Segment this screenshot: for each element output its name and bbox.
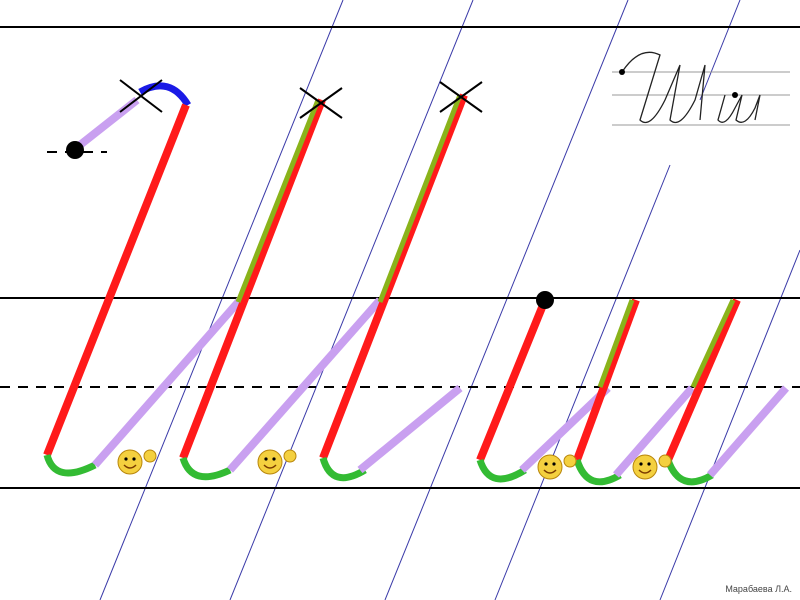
ruling	[0, 26, 800, 489]
letter-strokes	[43, 82, 790, 486]
author: Марабаева Л.А.	[725, 584, 792, 594]
slant-guides	[99, 0, 800, 600]
smileys	[117, 449, 672, 480]
start-marks	[119, 79, 483, 119]
cursive-sample	[612, 51, 790, 126]
